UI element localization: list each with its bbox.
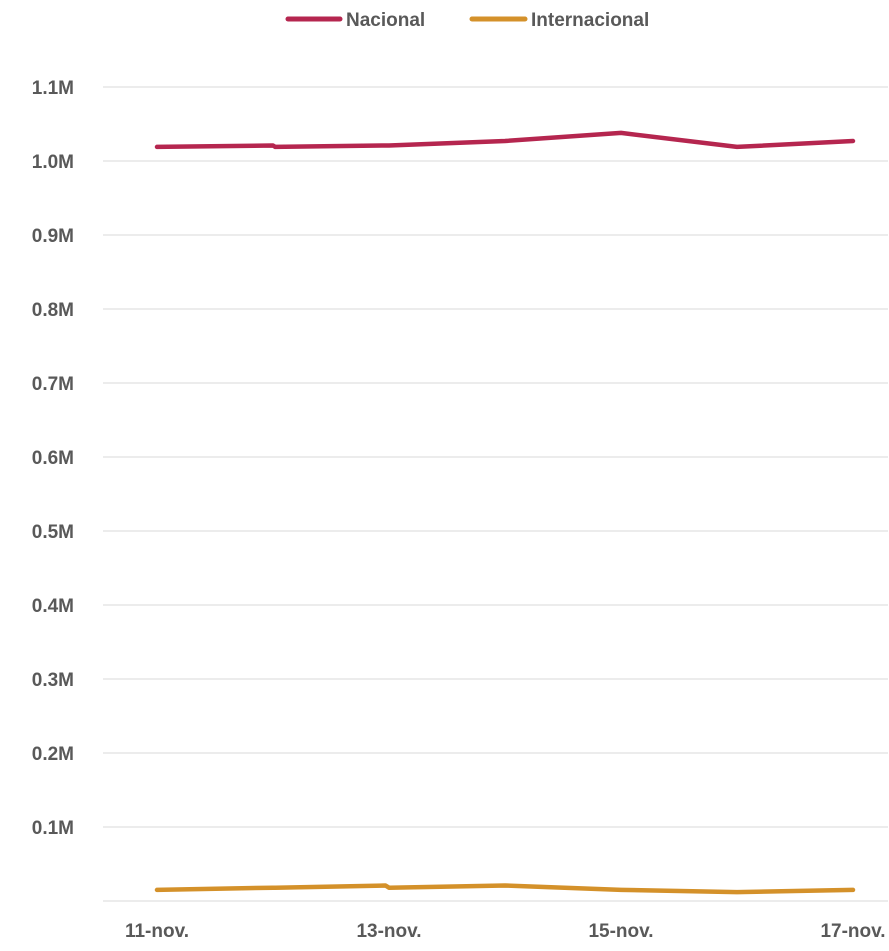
legend-label-internacional: Internacional — [531, 10, 649, 31]
y-tick-label: 1.1M — [32, 78, 74, 99]
x-tick-label: 17-nov. — [820, 921, 885, 942]
y-tick-label: 1.0M — [32, 152, 74, 173]
y-axis-labels: 0.1M 0.2M 0.3M 0.4M 0.5M 0.6M 0.7M 0.8M 0.9M 1.0M… — [32, 78, 74, 839]
y-tick-label: 0.8M — [32, 300, 74, 321]
x-tick-label: 11-nov. — [125, 921, 189, 942]
legend: Nacional Internacional — [285, 10, 649, 31]
y-tick-label: 0.9M — [32, 226, 74, 247]
series-line-nacional — [154, 130, 856, 150]
series-line-internacional — [154, 883, 856, 895]
y-tick-label: 0.3M — [32, 670, 74, 691]
series-layer — [154, 130, 856, 895]
y-tick-label: 0.7M — [32, 374, 74, 395]
x-tick-label: 15-nov. — [588, 921, 653, 942]
y-tick-label: 0.5M — [32, 522, 74, 543]
x-tick-label: 13-nov. — [356, 921, 421, 942]
legend-label-nacional: Nacional — [346, 10, 425, 31]
y-tick-label: 0.2M — [32, 744, 74, 765]
y-tick-label: 0.6M — [32, 448, 74, 469]
x-axis-labels: 11-nov. 13-nov. 15-nov. 17-nov. — [125, 921, 886, 942]
y-tick-label: 0.4M — [32, 596, 74, 617]
y-tick-label: 0.1M — [32, 818, 74, 839]
grid-layer — [103, 86, 888, 902]
